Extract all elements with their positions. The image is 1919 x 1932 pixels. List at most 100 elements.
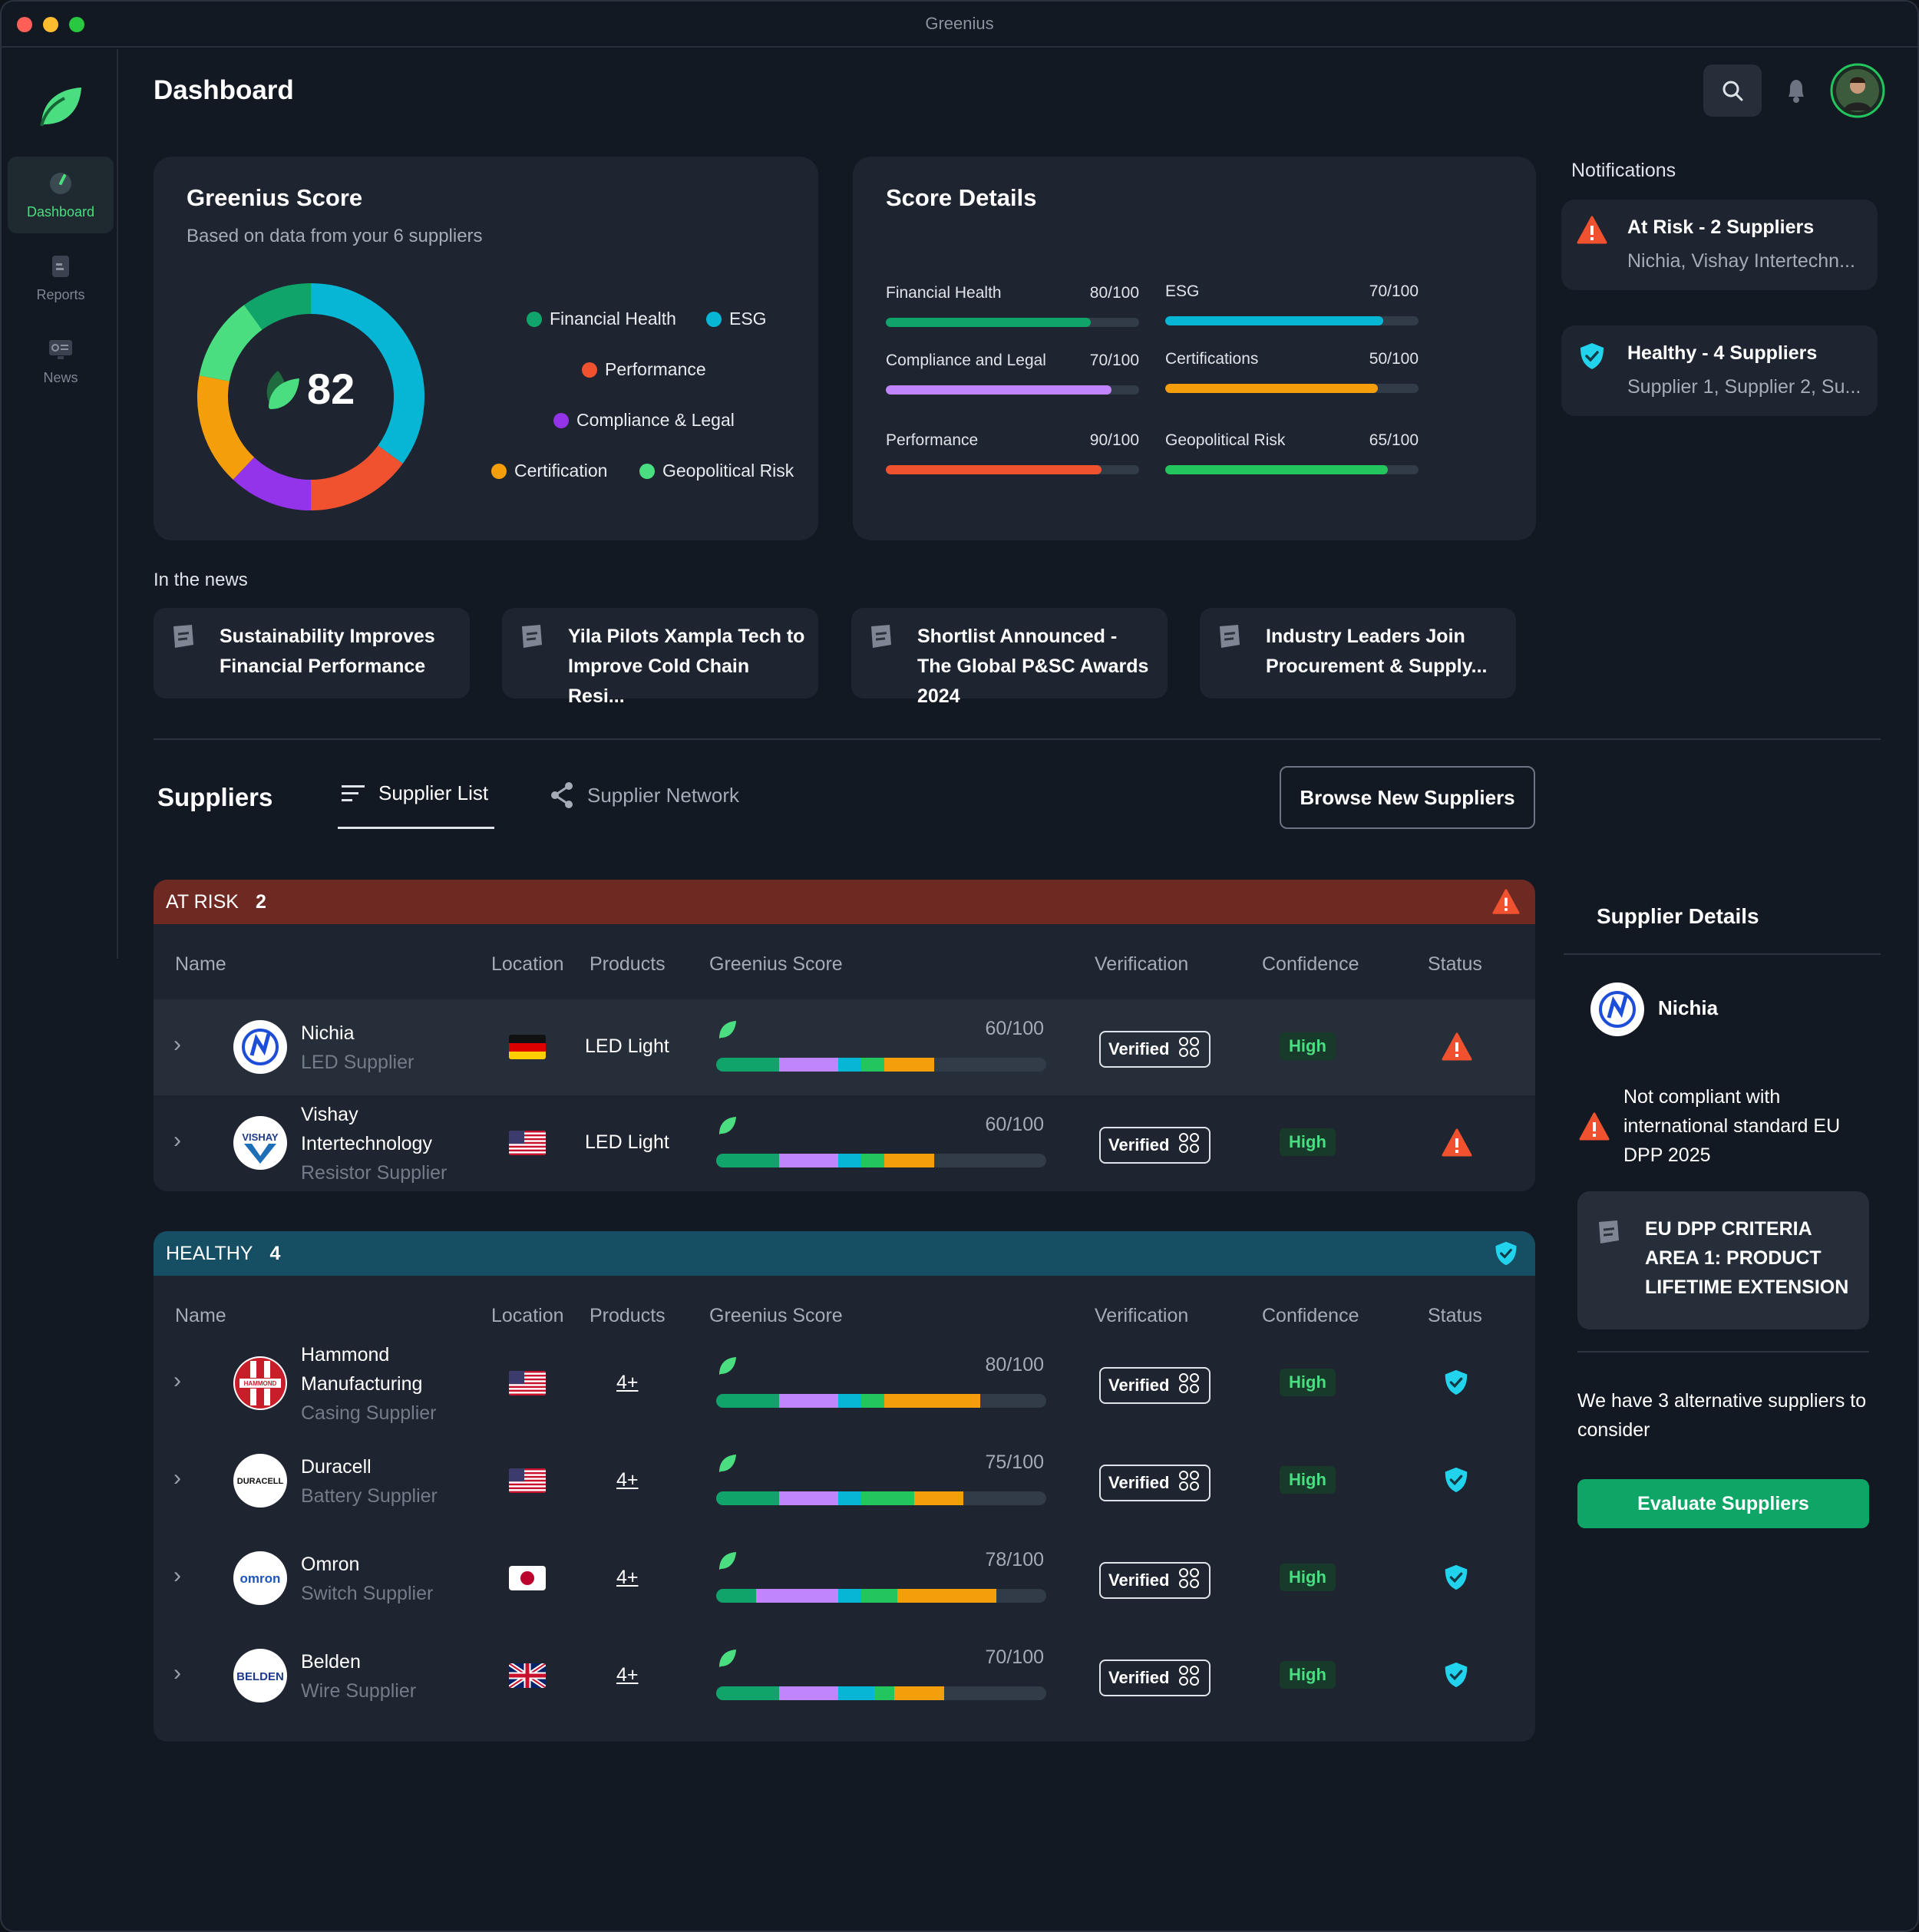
- sidebar-item-dashboard[interactable]: Dashboard: [8, 157, 114, 233]
- news-card[interactable]: Yila Pilots Xampla Tech to Improve Cold …: [502, 608, 818, 707]
- greenius-score-card: Greenius Score Based on data from your 6…: [154, 157, 818, 540]
- news-card[interactable]: Shortlist Announced - The Global P&SC Aw…: [851, 608, 1168, 707]
- score-segment: [778, 1154, 839, 1167]
- donut-segment-compliance-legal[interactable]: [233, 457, 312, 510]
- verified-badge[interactable]: Verified: [1099, 1562, 1211, 1599]
- list-icon: [342, 784, 365, 801]
- supplier-logo: DURACELL: [233, 1454, 287, 1508]
- notifications-button[interactable]: [1781, 64, 1812, 117]
- column-header[interactable]: Verification: [1095, 953, 1189, 975]
- table-row[interactable]: › omron Omron Switch Supplier 4+ 78/100 Verifi…: [154, 1531, 1535, 1627]
- sidebar-item-label: News: [43, 369, 78, 385]
- column-header[interactable]: Name: [175, 953, 226, 975]
- sidebar-item-news[interactable]: News: [8, 322, 114, 399]
- score-segment: [716, 1589, 756, 1603]
- column-header[interactable]: Confidence: [1262, 953, 1359, 975]
- notification-healthy[interactable]: Healthy - 4 Suppliers Supplier 1, Suppli…: [1561, 325, 1878, 416]
- expand-row-chevron-icon[interactable]: ›: [173, 1128, 181, 1153]
- column-header[interactable]: Status: [1428, 953, 1482, 975]
- greenius-score-text: 70/100: [985, 1646, 1044, 1668]
- news-card[interactable]: Sustainability Improves Financial Perfor…: [154, 608, 470, 698]
- verified-badge[interactable]: Verified: [1099, 1465, 1211, 1501]
- table-row[interactable]: › HAMMOND Hammond Manufacturing Casing Supp…: [154, 1336, 1535, 1432]
- legend-geopolitical-risk: Geopolitical Risk: [639, 461, 794, 481]
- verified-badge[interactable]: Verified: [1099, 1031, 1211, 1068]
- expand-row-chevron-icon[interactable]: ›: [173, 1660, 181, 1686]
- verified-badge[interactable]: Verified: [1099, 1127, 1211, 1164]
- notification-at-risk[interactable]: At Risk - 2 Suppliers Nichia, Vishay Int…: [1561, 200, 1878, 290]
- tab-supplier-network[interactable]: Supplier Network: [549, 781, 739, 809]
- supplier-name[interactable]: Omron: [301, 1553, 360, 1575]
- supplier-name[interactable]: Belden: [301, 1650, 361, 1673]
- column-header[interactable]: Status: [1428, 1305, 1482, 1326]
- verification-chip-icon: [1177, 1372, 1201, 1399]
- expand-row-chevron-icon[interactable]: ›: [173, 1563, 181, 1588]
- svg-text:omron: omron: [240, 1571, 281, 1586]
- table-row[interactable]: › DURACELL Duracell Battery Supplier 4+ 75/10…: [154, 1433, 1535, 1529]
- news-card[interactable]: Industry Leaders Join Procurement & Supp…: [1200, 608, 1516, 698]
- verified-badge[interactable]: Verified: [1099, 1367, 1211, 1404]
- column-header[interactable]: Greenius Score: [709, 1305, 843, 1326]
- browse-new-suppliers-button[interactable]: Browse New Suppliers: [1280, 766, 1535, 829]
- tab-supplier-list[interactable]: Supplier List: [342, 781, 488, 805]
- score-segment: [913, 1491, 964, 1505]
- supplier-logo-nichia: [1590, 983, 1644, 1036]
- supplier-name[interactable]: Nichia: [301, 1022, 355, 1044]
- search-button[interactable]: [1703, 64, 1762, 117]
- evaluate-suppliers-button[interactable]: Evaluate Suppliers: [1577, 1479, 1869, 1528]
- sidebar: Dashboard Reports News: [2, 49, 118, 959]
- minimize-window-button[interactable]: [43, 17, 58, 32]
- column-header[interactable]: Name: [175, 1305, 226, 1326]
- shield-check-icon: [1442, 1465, 1471, 1498]
- expand-row-chevron-icon[interactable]: ›: [173, 1032, 181, 1057]
- score-segment: [861, 1058, 885, 1072]
- svg-text:DURACELL: DURACELL: [237, 1477, 284, 1486]
- newspaper-badge-icon: [871, 625, 891, 648]
- column-header[interactable]: Greenius Score: [709, 953, 843, 975]
- supplier-name[interactable]: Duracell: [301, 1455, 372, 1478]
- metric-progress-fill: [1165, 316, 1383, 325]
- column-header[interactable]: Products: [590, 953, 666, 975]
- sidebar-item-reports[interactable]: Reports: [8, 239, 114, 316]
- products-value[interactable]: 4+: [616, 1469, 639, 1491]
- score-segment: [874, 1686, 895, 1700]
- score-segment: [861, 1394, 885, 1408]
- column-header[interactable]: Location: [491, 953, 564, 975]
- table-row[interactable]: › Nichia LED Supplier LED Light 60/100 Verifi…: [154, 999, 1535, 1095]
- expand-row-chevron-icon[interactable]: ›: [173, 1465, 181, 1491]
- donut-segment-certification[interactable]: [197, 375, 255, 480]
- legend-compliance-legal: Compliance & Legal: [553, 410, 735, 431]
- supplier-logo: VISHAY: [233, 1116, 287, 1170]
- products-value[interactable]: 4+: [616, 1664, 639, 1686]
- products-value[interactable]: 4+: [616, 1567, 639, 1588]
- criteria-card[interactable]: EU DPP CRITERIA AREA 1: PRODUCT LIFETIME…: [1577, 1191, 1869, 1329]
- verification-chip-icon: [1177, 1035, 1201, 1063]
- supplier-name[interactable]: Hammond Manufacturing: [301, 1343, 423, 1395]
- close-window-button[interactable]: [17, 17, 32, 32]
- metric-progress-fill: [1165, 384, 1379, 393]
- table-row[interactable]: › VISHAY Vishay Intertechnology Resistor Su…: [154, 1095, 1535, 1191]
- donut-segment-geopolitical-risk[interactable]: [199, 305, 263, 382]
- greenius-leaf-logo[interactable]: [34, 80, 88, 134]
- zoom-window-button[interactable]: [69, 17, 84, 32]
- supplier-name[interactable]: Vishay Intertechnology: [301, 1103, 432, 1154]
- column-header[interactable]: Location: [491, 1305, 564, 1326]
- expand-row-chevron-icon[interactable]: ›: [173, 1368, 181, 1393]
- svg-text:HAMMOND: HAMMOND: [244, 1380, 277, 1387]
- supplier-type: LED Supplier: [301, 1051, 415, 1073]
- supplier-type: Wire Supplier: [301, 1679, 417, 1702]
- products-value[interactable]: 4+: [616, 1372, 639, 1393]
- table-row[interactable]: › BELDEN Belden Wire Supplier 4+ 70/100 Verifi…: [154, 1628, 1535, 1724]
- score-details-title: Score Details: [886, 184, 1037, 211]
- warning-icon: [1577, 216, 1607, 244]
- donut-segment-financial-health[interactable]: [244, 283, 312, 330]
- verified-badge[interactable]: Verified: [1099, 1660, 1211, 1696]
- donut-segment-performance[interactable]: [310, 444, 403, 510]
- column-header[interactable]: Confidence: [1262, 1305, 1359, 1326]
- supplier-logo: [233, 1020, 287, 1074]
- donut-segment-esg[interactable]: [310, 283, 424, 464]
- verification-chip-icon: [1177, 1131, 1201, 1159]
- user-avatar[interactable]: [1830, 63, 1885, 118]
- column-header[interactable]: Products: [590, 1305, 666, 1326]
- column-header[interactable]: Verification: [1095, 1305, 1189, 1326]
